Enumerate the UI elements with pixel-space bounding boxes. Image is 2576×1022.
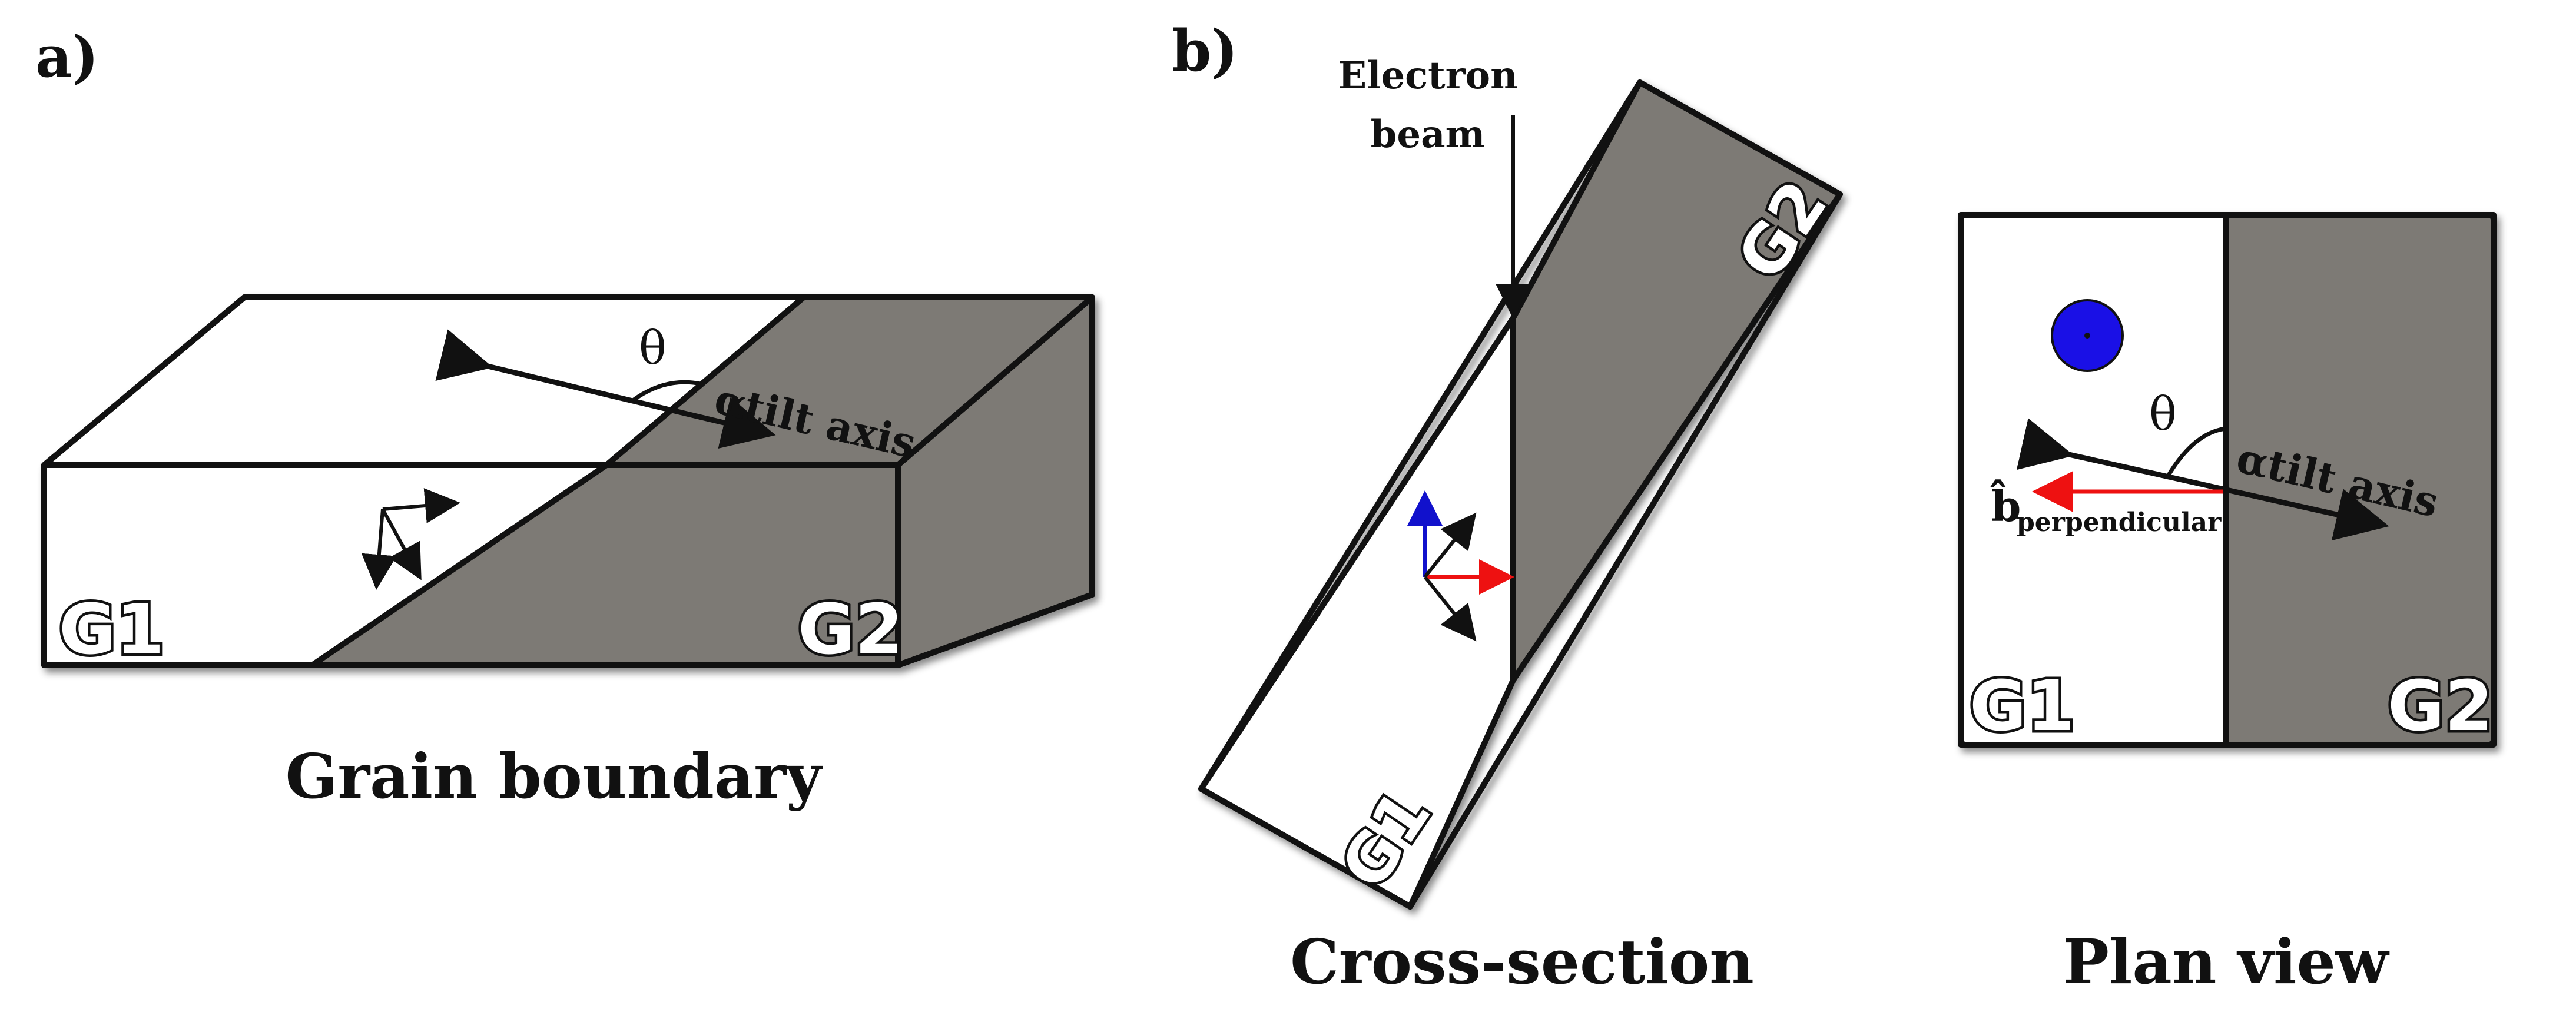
plan-g2-label: G2: [2388, 665, 2493, 746]
electron-beam-label-line1: Electron: [1338, 54, 1517, 98]
grain-g2-label: G2: [798, 589, 903, 670]
panel-b: b) Electron beam G1 G2 Cross-section: [1172, 18, 1845, 998]
plan-tilt-axis-arrow: [2016, 418, 2389, 541]
plan-g1-label: G1: [1970, 665, 2075, 746]
plan-view: θ α tilt axis b̂ perpendicular G1 G2 Pla…: [1958, 212, 2497, 998]
plan-view-caption: Plan view: [2063, 925, 2390, 998]
electron-beam-label-line2: beam: [1371, 112, 1486, 157]
panel-a-caption: Grain boundary: [286, 740, 824, 812]
panel-a-label: a): [35, 24, 99, 90]
grain-g1-label: G1: [59, 589, 164, 670]
panel-a: a) θ α tilt axis: [35, 24, 1095, 812]
b-hat-label: b̂: [1990, 479, 2021, 531]
panel-b-label: b): [1172, 18, 1238, 84]
slab-grey-part: [1510, 79, 1843, 683]
black-vector-up: [1423, 512, 1477, 578]
cross-section-vectors: [1407, 490, 1514, 642]
theta-arc: [631, 380, 701, 402]
block-3d: [41, 294, 1095, 668]
plan-theta-arc: [2164, 426, 2226, 479]
plan-theta-label: θ: [2149, 388, 2177, 441]
cross-section-caption: Cross-section: [1290, 925, 1754, 998]
black-vector-down: [1423, 576, 1477, 642]
b-perpendicular-subscript: perpendicular: [2017, 507, 2222, 537]
beam-spot-center: [2084, 333, 2090, 339]
coordinate-triad-a: [361, 488, 460, 590]
theta-label: θ: [639, 322, 667, 375]
tilt-axis-arrow: [435, 329, 776, 449]
cross-section-slab: [1198, 79, 1843, 910]
